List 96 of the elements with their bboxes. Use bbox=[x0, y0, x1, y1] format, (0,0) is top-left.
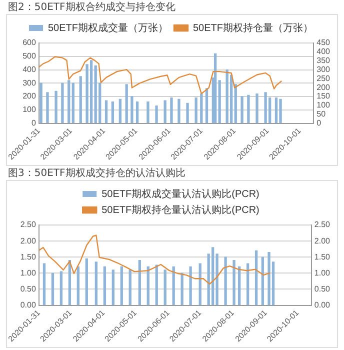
bar bbox=[76, 266, 80, 306]
bar bbox=[178, 98, 180, 124]
bar bbox=[200, 94, 203, 124]
bar bbox=[112, 270, 114, 306]
bar bbox=[125, 84, 128, 124]
legend-label: 50ETF期权成交量（万张） bbox=[48, 22, 168, 34]
bar bbox=[85, 258, 88, 306]
bar bbox=[256, 94, 258, 124]
bar bbox=[214, 53, 217, 124]
bar bbox=[94, 262, 98, 306]
bar bbox=[40, 82, 42, 124]
bar bbox=[186, 102, 189, 124]
y-tick-label: 1.00 bbox=[20, 268, 36, 278]
bar bbox=[86, 64, 88, 124]
legend-label: 50ETF期权成交量认沽认购比(PCR) bbox=[102, 188, 260, 200]
bar bbox=[128, 270, 132, 306]
y2-tick-label: 2.50 bbox=[314, 220, 331, 230]
bar bbox=[164, 270, 166, 306]
bar bbox=[61, 82, 64, 124]
bar bbox=[218, 80, 221, 124]
bar bbox=[211, 247, 214, 306]
y-tick-label: 2.00 bbox=[20, 236, 36, 246]
bar bbox=[232, 260, 236, 306]
bar bbox=[155, 106, 158, 124]
bar bbox=[261, 256, 264, 306]
bar bbox=[254, 250, 258, 306]
bar bbox=[234, 84, 237, 124]
y-tick-label: 1.50 bbox=[20, 252, 36, 262]
bar bbox=[146, 102, 150, 124]
bar bbox=[54, 90, 58, 124]
bar bbox=[120, 266, 123, 306]
bar bbox=[94, 65, 97, 124]
bar bbox=[136, 102, 139, 124]
y-tick-label: 600 bbox=[22, 38, 36, 48]
y-tick-label: 400 bbox=[22, 64, 36, 74]
bar bbox=[170, 98, 173, 124]
y2-tick-label: 350 bbox=[316, 56, 331, 66]
y2-tick-label: 50 bbox=[316, 110, 326, 119]
chart-title: 图3：50ETF期权成交持仓的认沽认购比 bbox=[7, 166, 186, 180]
y-tick-label: 2.50 bbox=[20, 220, 36, 230]
bar bbox=[194, 98, 198, 124]
y2-tick-label: 1.50 bbox=[314, 252, 331, 262]
y2-tick-label: 1.00 bbox=[314, 268, 331, 278]
bar bbox=[46, 92, 49, 124]
bar bbox=[130, 96, 134, 124]
bar bbox=[72, 82, 74, 124]
bar bbox=[103, 266, 106, 306]
y-tick-label: 0 bbox=[31, 118, 36, 128]
bar bbox=[68, 80, 70, 124]
bar bbox=[146, 266, 150, 306]
bar bbox=[164, 100, 166, 124]
y2-tick-label: 250 bbox=[316, 74, 331, 83]
y-tick-label: 100 bbox=[22, 105, 36, 114]
bar bbox=[246, 263, 250, 306]
bar bbox=[264, 92, 267, 124]
y-tick-label: 0.00 bbox=[20, 300, 36, 310]
y2-tick-label: 200 bbox=[316, 82, 331, 92]
y2-tick-label: 2.00 bbox=[314, 236, 331, 246]
y2-tick-label: 0.00 bbox=[314, 300, 331, 310]
bar bbox=[51, 272, 54, 306]
bar bbox=[118, 98, 122, 124]
legend-label: 50ETF期权持仓量（万张） bbox=[193, 22, 314, 34]
bar bbox=[274, 98, 278, 124]
y2-tick-label: 100 bbox=[316, 100, 331, 110]
bar bbox=[238, 266, 241, 306]
bar bbox=[138, 260, 141, 306]
legend-label: 50ETF期权持仓量认沽认购比(PCR) bbox=[102, 204, 260, 216]
bar bbox=[224, 256, 227, 306]
y-tick-label: 200 bbox=[22, 92, 36, 101]
bar bbox=[104, 100, 108, 124]
y2-tick-label: 400 bbox=[316, 47, 331, 56]
bar bbox=[155, 264, 158, 306]
bar bbox=[111, 102, 114, 124]
bar bbox=[247, 94, 250, 124]
y2-tick-label: 300 bbox=[316, 64, 331, 74]
bar bbox=[172, 266, 175, 306]
y2-tick-label: 450 bbox=[316, 38, 331, 48]
bar bbox=[60, 271, 63, 306]
y-tick-label: 0.50 bbox=[20, 284, 36, 294]
chart-title: 图2：50ETF期权合约成交与持仓变化 bbox=[7, 0, 176, 14]
y-tick-label: 500 bbox=[22, 52, 36, 61]
bar bbox=[279, 98, 282, 124]
bar bbox=[42, 263, 46, 306]
bar bbox=[90, 60, 93, 124]
y-tick-label: 300 bbox=[22, 78, 36, 88]
bar bbox=[268, 252, 270, 306]
bar bbox=[205, 88, 208, 124]
y2-tick-label: 0 bbox=[316, 118, 322, 128]
bar bbox=[240, 96, 244, 124]
bar bbox=[180, 272, 184, 306]
bar bbox=[226, 69, 228, 124]
bar bbox=[79, 76, 82, 124]
bar bbox=[198, 263, 202, 306]
y2-tick-label: 0.50 bbox=[314, 284, 331, 294]
y2-tick-label: 150 bbox=[316, 92, 331, 101]
bar bbox=[189, 266, 192, 306]
